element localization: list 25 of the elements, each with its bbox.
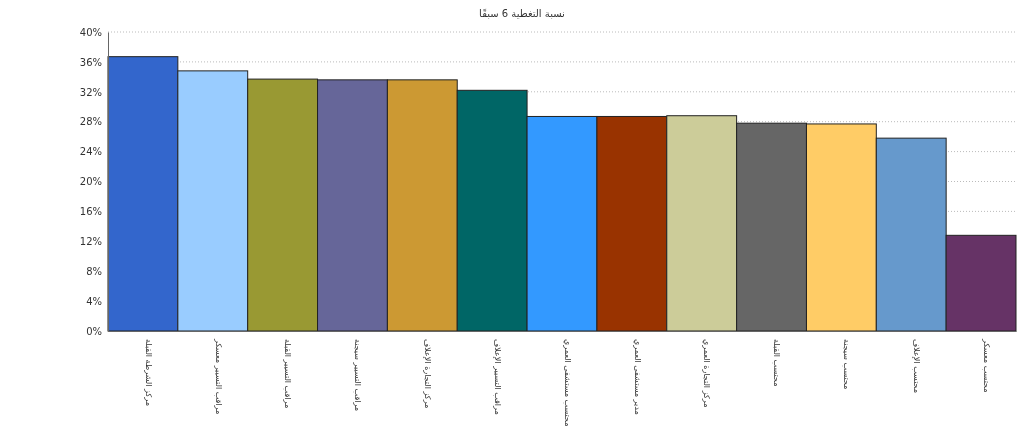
x-tick-label: محتسب مستشفى العمري [562,339,572,427]
x-tick-label: مراقب التسيير معسكر [213,338,223,415]
y-tick-label: 28% [79,116,102,128]
x-tick-label: محتسب الإعلاف [911,339,922,394]
y-tick-label: 36% [79,56,102,68]
x-tick-label: مركز التجارة العمري [702,339,712,408]
x-tick-label: مراقب التسيير الإعلاف [491,339,502,415]
y-tick-label: 32% [79,86,102,98]
y-tick-label: 12% [79,236,102,247]
y-tick-label: 24% [79,146,102,158]
y-tick-label: 20% [79,176,102,188]
y-tick-label: 4% [86,295,102,307]
y-tick-label: 0% [86,325,102,337]
x-tick-label: مركز الشرطة القبلة [143,339,153,406]
x-tick-label: مركز التجارة الإعلاف [422,339,433,409]
x-tick-label: محتسب سيجنة [842,339,852,390]
x-tick-label: مدير مستشفى العمري [632,339,642,415]
chart-title: نسبة التغطية 6 سبقًا [479,8,565,19]
x-tick-label: مراقب التسيير القبلة [283,339,293,409]
y-tick-label: 8% [86,265,102,277]
x-tick-label: مراقب التسيير سيجنة [353,339,363,412]
x-tick-label: محتسب القبلة [772,339,782,387]
x-tick-label: محتسب معسكر [981,338,991,393]
y-tick-label: 16% [79,206,102,218]
y-tick-label: 40% [79,26,102,38]
